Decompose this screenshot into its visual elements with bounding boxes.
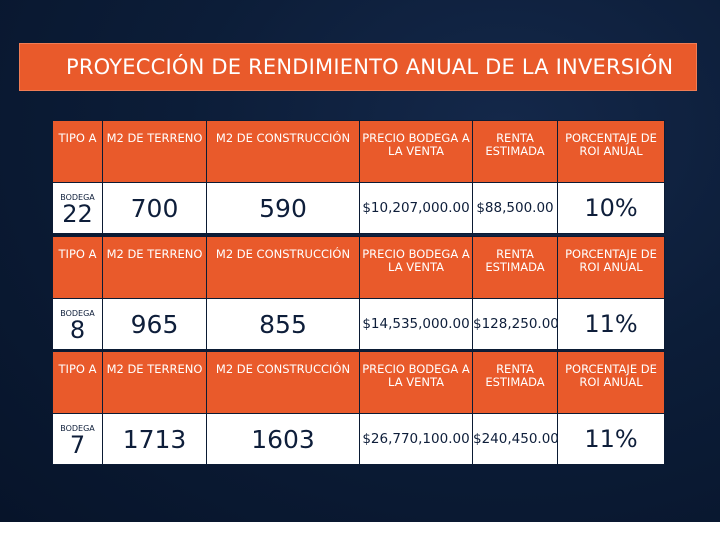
table-row: BODEGA 7 1713 1603 $26,770,100.00 $240,4…	[52, 413, 665, 465]
table-row: BODEGA 22 700 590 $10,207,000.00 $88,500…	[52, 182, 665, 234]
header-tipo: TIPO A	[52, 351, 103, 414]
roi-value: 10%	[557, 182, 665, 234]
investment-table-bodega-22: TIPO A M2 DE TERRENO M2 DE CONSTRUCCIÓN …	[52, 120, 665, 234]
header-terreno: M2 DE TERRENO	[102, 351, 207, 414]
bodega-cell: BODEGA 7	[52, 413, 103, 465]
bodega-label: BODEGA	[60, 423, 95, 433]
bodega-label: BODEGA	[60, 308, 95, 318]
bodega-cell: BODEGA 22	[52, 182, 103, 234]
header-terreno: M2 DE TERRENO	[102, 236, 207, 299]
header-renta: RENTA ESTIMADA	[472, 120, 558, 183]
bodega-number: 8	[69, 315, 86, 344]
terreno-value: 965	[102, 298, 207, 350]
table-header-row: TIPO A M2 DE TERRENO M2 DE CONSTRUCCIÓN …	[52, 351, 665, 414]
header-roi: PORCENTAJE DE ROI ANUAL	[557, 236, 665, 299]
title-banner: PROYECCIÓN DE RENDIMIENTO ANUAL DE LA IN…	[19, 43, 697, 91]
terreno-value: 1713	[102, 413, 207, 465]
construccion-value: 1603	[206, 413, 360, 465]
header-renta: RENTA ESTIMADA	[472, 351, 558, 414]
table-row: BODEGA 8 965 855 $14,535,000.00 $128,250…	[52, 298, 665, 350]
renta-value: $88,500.00	[472, 182, 558, 234]
table-header-row: TIPO A M2 DE TERRENO M2 DE CONSTRUCCIÓN …	[52, 120, 665, 183]
header-precio: PRECIO BODEGA A LA VENTA	[359, 120, 473, 183]
slide-background: PROYECCIÓN DE RENDIMIENTO ANUAL DE LA IN…	[0, 0, 720, 522]
investment-table-bodega-7: TIPO A M2 DE TERRENO M2 DE CONSTRUCCIÓN …	[52, 351, 665, 465]
precio-value: $26,770,100.00	[359, 413, 473, 465]
table-header-row: TIPO A M2 DE TERRENO M2 DE CONSTRUCCIÓN …	[52, 236, 665, 299]
header-construccion: M2 DE CONSTRUCCIÓN	[206, 351, 360, 414]
header-roi: PORCENTAJE DE ROI ANUAL	[557, 351, 665, 414]
header-construccion: M2 DE CONSTRUCCIÓN	[206, 236, 360, 299]
construccion-value: 590	[206, 182, 360, 234]
construccion-value: 855	[206, 298, 360, 350]
header-tipo: TIPO A	[52, 236, 103, 299]
roi-value: 11%	[557, 413, 665, 465]
bodega-label: BODEGA	[60, 192, 95, 202]
header-roi: PORCENTAJE DE ROI ANUAL	[557, 120, 665, 183]
bodega-number: 7	[69, 430, 86, 459]
header-renta: RENTA ESTIMADA	[472, 236, 558, 299]
header-terreno: M2 DE TERRENO	[102, 120, 207, 183]
header-precio: PRECIO BODEGA A LA VENTA	[359, 236, 473, 299]
bodega-cell: BODEGA 8	[52, 298, 103, 350]
investment-table-bodega-8: TIPO A M2 DE TERRENO M2 DE CONSTRUCCIÓN …	[52, 236, 665, 350]
renta-value: $128,250.00	[472, 298, 559, 350]
header-precio: PRECIO BODEGA A LA VENTA	[359, 351, 473, 414]
renta-value: $240,450.00	[472, 413, 559, 465]
page-title: PROYECCIÓN DE RENDIMIENTO ANUAL DE LA IN…	[66, 55, 674, 79]
precio-value: $14,535,000.00	[359, 298, 473, 350]
header-tipo: TIPO A	[52, 120, 103, 183]
terreno-value: 700	[102, 182, 207, 234]
roi-value: 11%	[557, 298, 665, 350]
bodega-number: 22	[62, 199, 93, 228]
precio-value: $10,207,000.00	[359, 182, 473, 234]
header-construccion: M2 DE CONSTRUCCIÓN	[206, 120, 360, 183]
